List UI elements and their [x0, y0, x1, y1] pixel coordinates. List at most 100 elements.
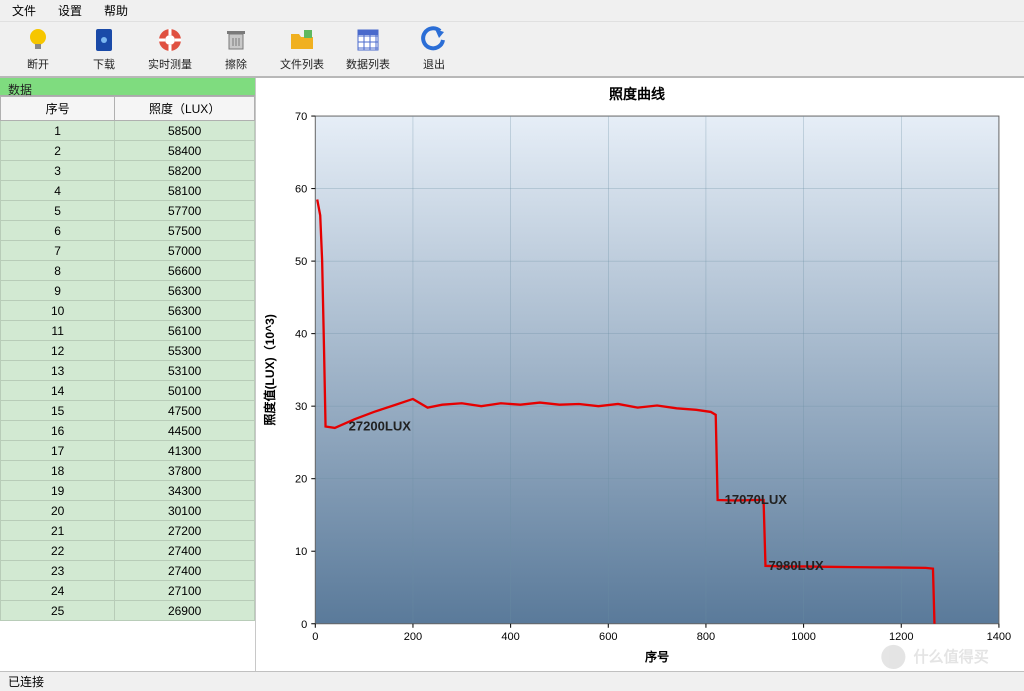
chart-annotation: 17070LUX [725, 492, 788, 507]
status-text: 已连接 [8, 673, 44, 690]
cell-index: 21 [1, 521, 115, 541]
cell-lux: 30100 [115, 501, 255, 521]
cell-lux: 26900 [115, 601, 255, 621]
data-sidebar: 数据 序号 照度（LUX） 15850025840035820045810055… [0, 78, 256, 671]
col-index: 序号 [1, 97, 115, 121]
table-row[interactable]: 2127200 [1, 521, 255, 541]
datalist-button[interactable]: 数据列表 [344, 26, 392, 72]
cell-lux: 55300 [115, 341, 255, 361]
table-row[interactable]: 557700 [1, 201, 255, 221]
table-row[interactable]: 1934300 [1, 481, 255, 501]
menu-help[interactable]: 帮助 [98, 0, 134, 21]
table-row[interactable]: 1741300 [1, 441, 255, 461]
table-row[interactable]: 856600 [1, 261, 255, 281]
cell-lux: 58200 [115, 161, 255, 181]
cell-index: 13 [1, 361, 115, 381]
table-row[interactable]: 2227400 [1, 541, 255, 561]
toolbar-label: 实时测量 [148, 56, 192, 72]
toolbar: 断开 下载实时测量 擦除文件列表数据列表退出 [0, 22, 1024, 78]
table-row[interactable]: 1156100 [1, 321, 255, 341]
erase-button[interactable]: 擦除 [212, 26, 260, 72]
table-row[interactable]: 2030100 [1, 501, 255, 521]
table-row[interactable]: 158500 [1, 121, 255, 141]
table-row[interactable]: 956300 [1, 281, 255, 301]
cell-index: 5 [1, 201, 115, 221]
cell-lux: 57500 [115, 221, 255, 241]
table-row[interactable]: 358200 [1, 161, 255, 181]
cell-index: 1 [1, 121, 115, 141]
exit-button[interactable]: 退出 [410, 26, 458, 72]
cell-lux: 47500 [115, 401, 255, 421]
realtime-button[interactable]: 实时测量 [146, 26, 194, 72]
cell-lux: 44500 [115, 421, 255, 441]
svg-text:200: 200 [404, 631, 422, 643]
cell-index: 17 [1, 441, 115, 461]
arrow-icon [420, 26, 448, 54]
table-row[interactable]: 657500 [1, 221, 255, 241]
grid-icon [354, 26, 382, 54]
lifebuoy-icon [156, 26, 184, 54]
table-row[interactable]: 1644500 [1, 421, 255, 441]
table-row[interactable]: 1450100 [1, 381, 255, 401]
chart-area: 照度曲线 01020304050607002004006008001000120… [256, 78, 1024, 671]
watermark: 什么值得买 [881, 645, 988, 669]
toolbar-label: 断开 [27, 56, 49, 72]
cell-index: 15 [1, 401, 115, 421]
svg-text:0: 0 [301, 619, 307, 631]
svg-text:1400: 1400 [987, 631, 1012, 643]
chart-title: 照度曲线 [260, 84, 1014, 104]
svg-text:40: 40 [295, 329, 307, 341]
cell-lux: 27200 [115, 521, 255, 541]
table-row[interactable]: 1255300 [1, 341, 255, 361]
workspace: 数据 序号 照度（LUX） 15850025840035820045810055… [0, 78, 1024, 671]
svg-text:70: 70 [295, 111, 307, 123]
table-row[interactable]: 757000 [1, 241, 255, 261]
svg-text:照度值(LUX)（10^3): 照度值(LUX)（10^3) [262, 314, 277, 425]
menu-file[interactable]: 文件 [6, 0, 42, 21]
table-row[interactable]: 1837800 [1, 461, 255, 481]
chart-annotation: 7980LUX [769, 558, 824, 573]
svg-text:50: 50 [295, 256, 307, 268]
col-lux: 照度（LUX） [115, 97, 255, 121]
table-row[interactable]: 2526900 [1, 601, 255, 621]
cell-index: 8 [1, 261, 115, 281]
table-row[interactable]: 1547500 [1, 401, 255, 421]
download-button[interactable]: 下载 [80, 26, 128, 72]
cell-lux: 34300 [115, 481, 255, 501]
bulb-icon [24, 26, 52, 54]
cell-lux: 27400 [115, 561, 255, 581]
data-table: 序号 照度（LUX） 15850025840035820045810055770… [0, 96, 255, 621]
svg-text:10: 10 [295, 546, 307, 558]
table-row[interactable]: 2327400 [1, 561, 255, 581]
cell-lux: 58100 [115, 181, 255, 201]
cell-index: 19 [1, 481, 115, 501]
cell-lux: 58500 [115, 121, 255, 141]
table-row[interactable]: 458100 [1, 181, 255, 201]
chart-annotation: 27200LUX [349, 418, 412, 433]
cell-index: 2 [1, 141, 115, 161]
table-row[interactable]: 258400 [1, 141, 255, 161]
lux-chart: 0102030405060700200400600800100012001400… [260, 106, 1014, 669]
cell-lux: 56300 [115, 301, 255, 321]
cell-lux: 56300 [115, 281, 255, 301]
table-row[interactable]: 2427100 [1, 581, 255, 601]
cell-lux: 53100 [115, 361, 255, 381]
cell-lux: 27100 [115, 581, 255, 601]
cell-index: 11 [1, 321, 115, 341]
statusbar: 已连接 [0, 671, 1024, 691]
menu-settings[interactable]: 设置 [52, 0, 88, 21]
svg-text:1000: 1000 [791, 631, 816, 643]
table-row[interactable]: 1353100 [1, 361, 255, 381]
cell-index: 9 [1, 281, 115, 301]
cell-index: 24 [1, 581, 115, 601]
disconnect-button[interactable]: 断开 [14, 26, 62, 72]
svg-text:800: 800 [697, 631, 715, 643]
svg-text:400: 400 [501, 631, 519, 643]
data-table-wrap[interactable]: 序号 照度（LUX） 15850025840035820045810055770… [0, 96, 255, 671]
cell-index: 6 [1, 221, 115, 241]
filelist-button[interactable]: 文件列表 [278, 26, 326, 72]
table-row[interactable]: 1056300 [1, 301, 255, 321]
toolbar-label: 退出 [423, 56, 445, 72]
cell-index: 20 [1, 501, 115, 521]
cell-lux: 58400 [115, 141, 255, 161]
